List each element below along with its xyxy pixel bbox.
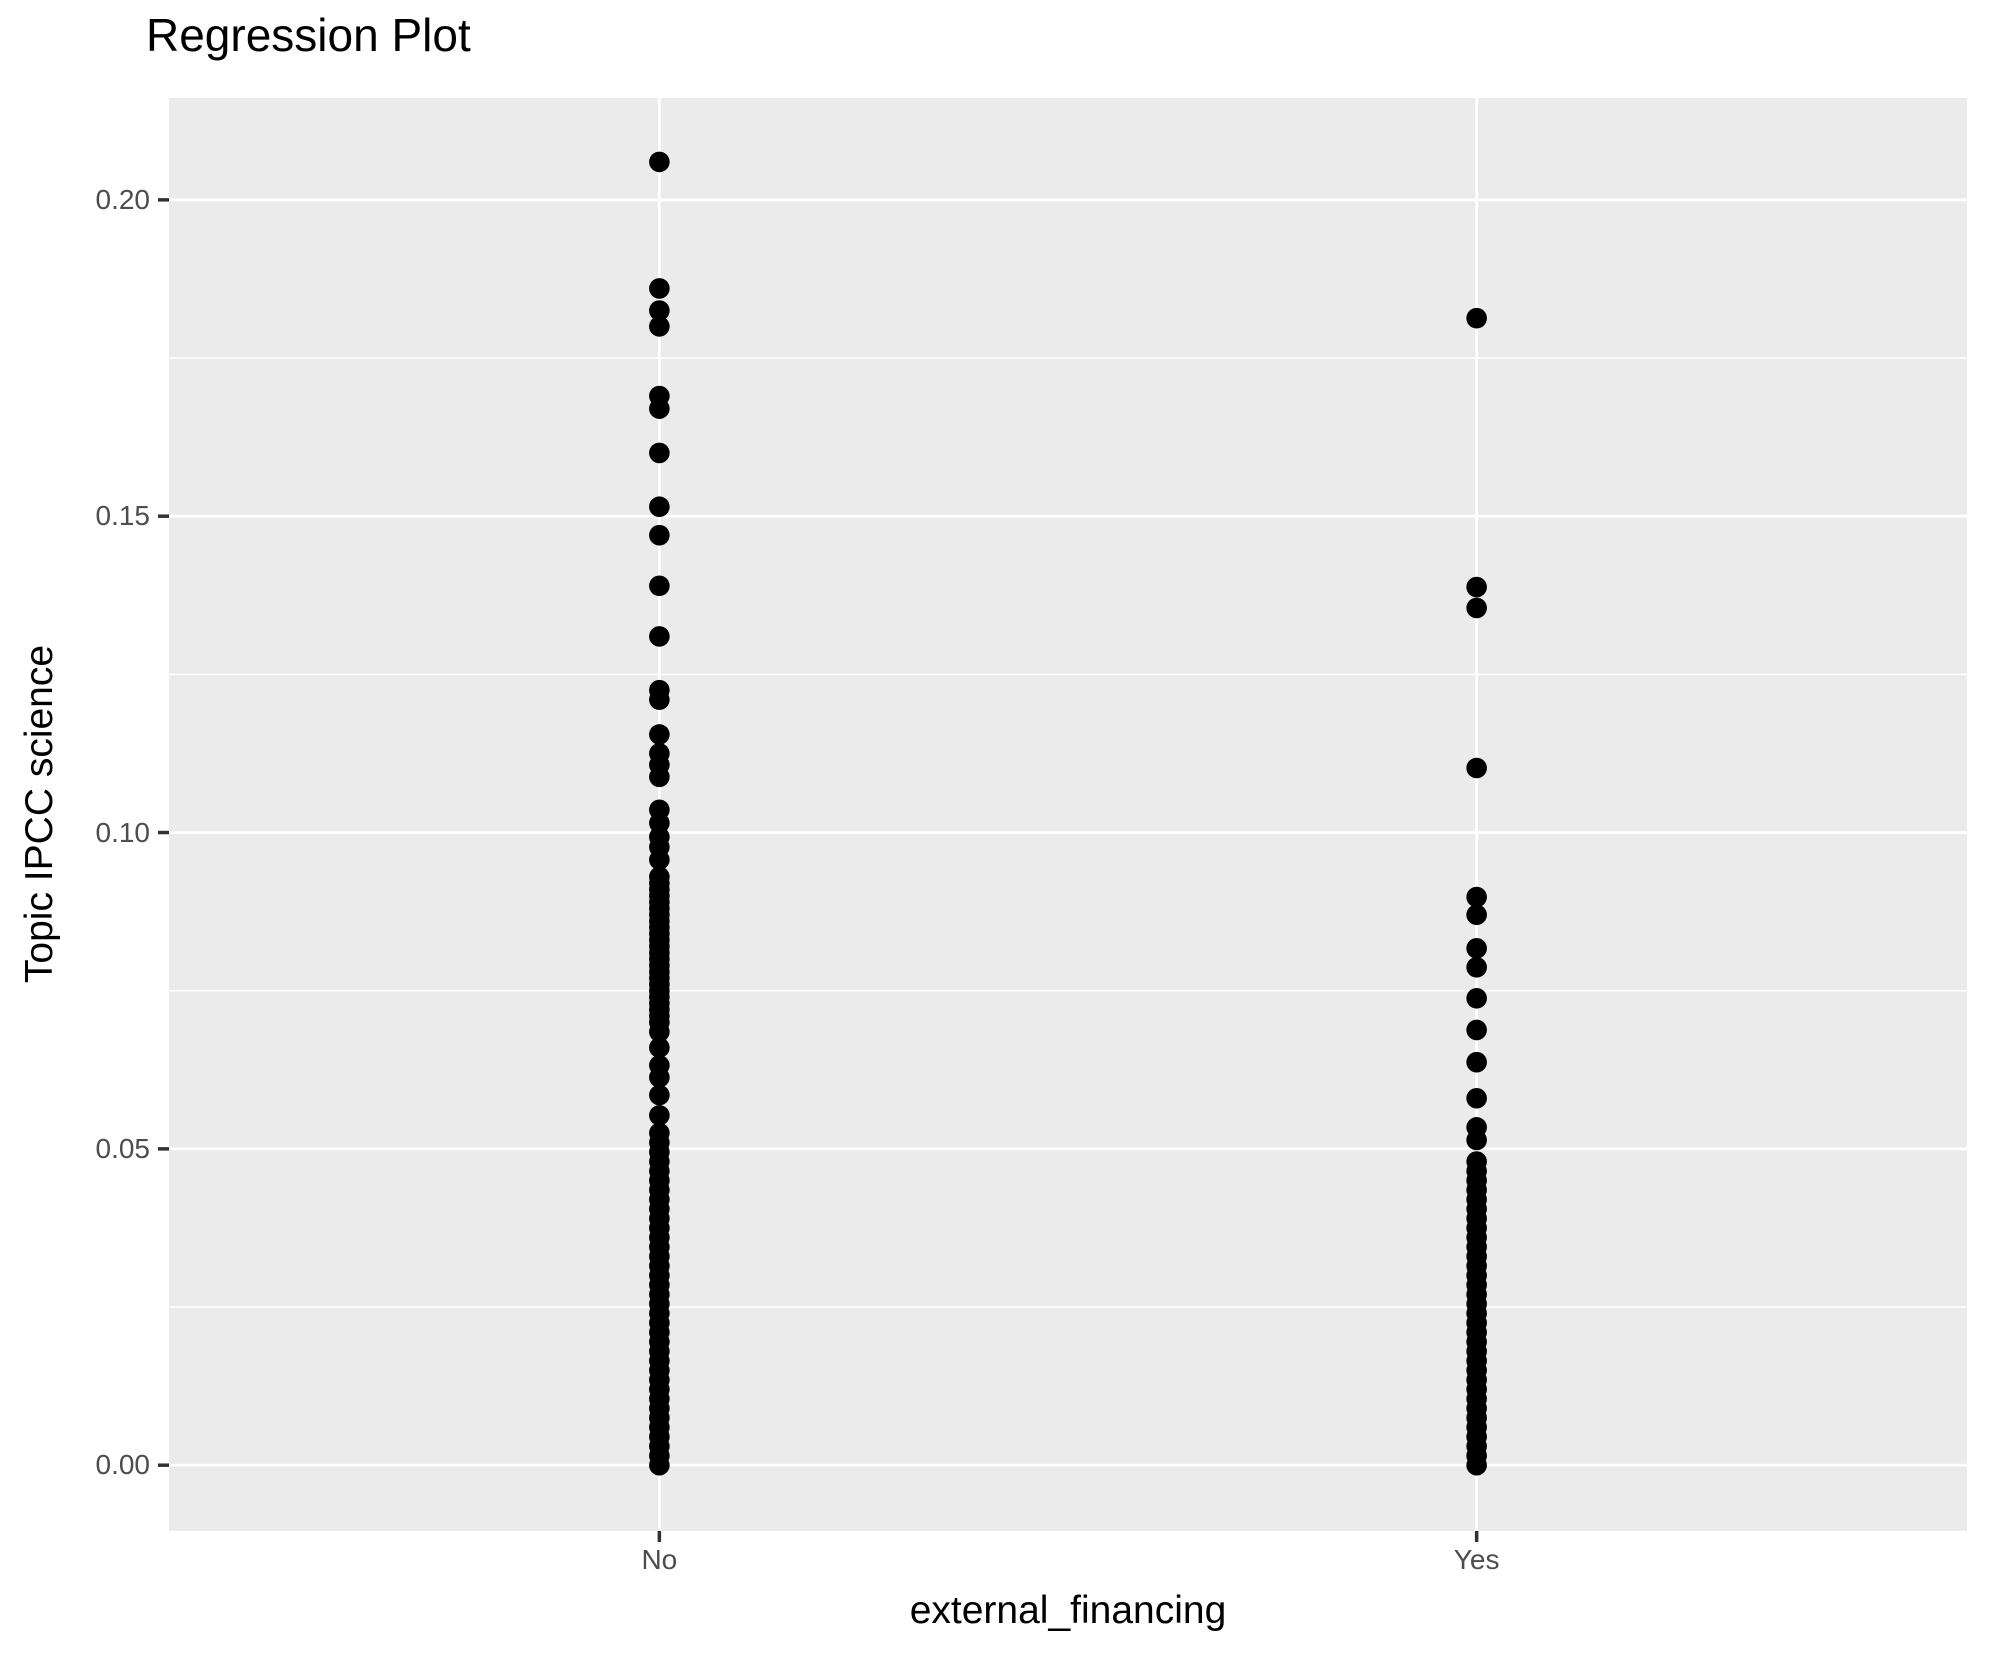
data-point <box>649 496 670 518</box>
data-point <box>1466 597 1487 619</box>
data-point <box>1466 757 1487 779</box>
data-point <box>1466 956 1487 978</box>
data-point <box>649 626 670 647</box>
y-tick-label: 0.05 <box>95 1132 151 1164</box>
y-tick-label: 0.15 <box>95 500 151 532</box>
data-point <box>1466 1454 1487 1476</box>
data-point <box>1466 886 1487 908</box>
points-group-no <box>649 151 670 1476</box>
data-point <box>649 1067 670 1088</box>
y-axis-title: Topic IPCC science <box>18 644 61 984</box>
data-point <box>649 849 670 871</box>
plot-title: Regression Plot <box>146 9 471 61</box>
data-point <box>649 524 670 546</box>
data-point <box>649 1105 670 1126</box>
panel-background <box>169 98 1967 1531</box>
data-point <box>1466 307 1487 329</box>
data-point <box>649 1084 670 1106</box>
x-tick-label: Yes <box>1453 1544 1500 1575</box>
data-point <box>649 575 670 597</box>
data-point <box>649 151 670 173</box>
data-point <box>1466 904 1487 926</box>
y-tick-label: 0.00 <box>95 1449 151 1481</box>
data-point <box>649 316 670 337</box>
axis-tick-marks <box>158 198 1479 1542</box>
data-point <box>649 766 670 788</box>
data-point <box>649 442 670 464</box>
y-tick-label: 0.20 <box>95 183 151 215</box>
points-group-yes <box>1466 307 1487 1476</box>
data-point <box>1466 1087 1487 1109</box>
data-point <box>649 689 670 710</box>
data-point <box>649 1037 670 1058</box>
data-point <box>1466 1051 1487 1073</box>
data-point <box>649 1021 670 1043</box>
y-tick-label: 0.10 <box>95 816 151 848</box>
minor-gridlines <box>169 357 1967 1308</box>
x-axis-title: external_financing <box>909 1589 1227 1632</box>
data-point <box>649 398 670 419</box>
data-point <box>1466 987 1487 1009</box>
data-point <box>1466 938 1487 959</box>
data-point <box>649 300 670 321</box>
data-point <box>1466 1129 1487 1151</box>
data-point <box>649 278 670 299</box>
data-point <box>649 1454 670 1476</box>
data-point <box>1466 576 1487 598</box>
data-point <box>1466 1019 1487 1041</box>
data-point <box>649 724 670 745</box>
x-tick-label: No <box>641 1544 678 1575</box>
